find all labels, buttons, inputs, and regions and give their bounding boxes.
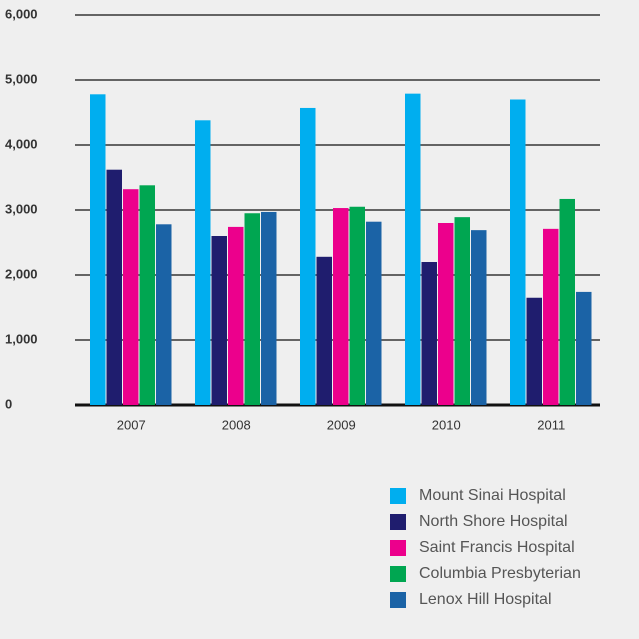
y-tick-label: 0	[5, 396, 12, 411]
bar	[471, 230, 487, 405]
legend-label: Mount Sinai Hospital	[419, 487, 566, 504]
y-tick-label: 6,000	[5, 6, 38, 21]
bar	[300, 107, 316, 405]
bar	[333, 208, 349, 405]
bar	[366, 221, 382, 405]
legend-swatch	[390, 566, 406, 582]
bar	[211, 236, 227, 405]
bar	[543, 228, 559, 405]
bar	[559, 198, 575, 405]
legend-label: North Shore Hospital	[419, 513, 568, 530]
bar	[195, 120, 211, 406]
x-tick-label: 2007	[117, 417, 146, 432]
y-tick-label: 2,000	[5, 266, 38, 281]
x-tick-label: 2009	[327, 417, 356, 432]
y-tick-label: 1,000	[5, 331, 38, 346]
bar	[316, 256, 332, 405]
bar	[123, 189, 139, 405]
legend-label: Columbia Presbyterian	[419, 565, 581, 582]
bar	[405, 93, 421, 406]
bar	[261, 211, 277, 405]
legend-swatch	[390, 592, 406, 608]
bar	[139, 185, 155, 405]
legend-swatch	[390, 488, 406, 504]
x-tick-label: 2010	[432, 417, 461, 432]
bar	[438, 223, 454, 405]
legend-swatch	[390, 514, 406, 530]
bar	[576, 291, 592, 405]
legend-label: Lenox Hill Hospital	[419, 591, 552, 608]
bar	[526, 297, 542, 405]
bar	[421, 262, 437, 405]
bar	[156, 224, 172, 405]
bar	[349, 206, 365, 405]
y-tick-label: 3,000	[5, 201, 38, 216]
y-tick-label: 5,000	[5, 71, 38, 86]
bar	[244, 213, 260, 405]
bar	[106, 169, 122, 405]
y-tick-label: 4,000	[5, 136, 38, 151]
x-tick-label: 2011	[537, 417, 565, 432]
x-tick-label: 2008	[222, 417, 251, 432]
legend-swatch	[390, 540, 406, 556]
legend-label: Saint Francis Hospital	[419, 539, 575, 556]
bar	[510, 99, 526, 405]
bar	[90, 94, 106, 406]
bar	[228, 226, 244, 405]
bar	[454, 217, 470, 405]
